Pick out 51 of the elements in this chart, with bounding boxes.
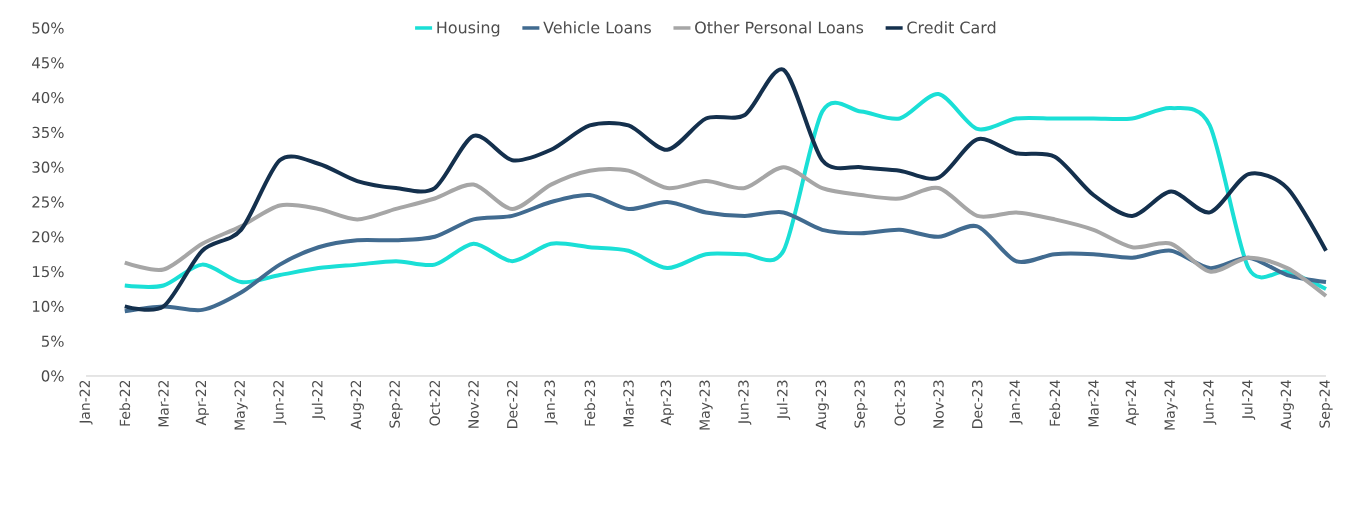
x-tick-label: Sep-24 [1319, 380, 1333, 428]
x-tick-label: Aug-23 [815, 380, 829, 430]
x-tick-label: Feb-22 [119, 380, 131, 426]
x-tick-label: Jul-22 [311, 380, 326, 420]
x-tick-label: Oct-22 [429, 380, 441, 426]
x-tick-label: Sep-22 [389, 380, 403, 428]
y-tick-label: 25% [32, 196, 64, 208]
x-tick-label: May-24 [1164, 380, 1178, 430]
y-tick-label: 30% [32, 161, 64, 173]
x-tick-label: Apr-23 [660, 380, 674, 426]
legend-label: Other Personal Loans [695, 21, 864, 34]
legend-label: Credit Card [907, 21, 996, 34]
y-tick-label: 10% [32, 300, 64, 313]
x-tick-label: Jul-24 [1241, 380, 1256, 420]
x-tick-label: Aug-22 [350, 380, 364, 430]
x-tick-label: Jun-22 [273, 380, 287, 425]
x-tick-label: Apr-22 [195, 380, 209, 426]
y-tick-label: 35% [32, 126, 64, 139]
x-tick-label: Dec-23 [971, 380, 983, 428]
y-tick-label: 20% [32, 231, 64, 243]
x-tick-label: Apr-24 [1125, 380, 1139, 426]
x-tick-label: Oct-23 [894, 380, 906, 426]
x-tick-label: Feb-24 [1049, 380, 1061, 426]
y-tick-label: 50% [32, 22, 64, 34]
x-tick-label: May-22 [234, 380, 248, 430]
x-tick-label: Jan-22 [79, 380, 93, 425]
x-tick-label: Jun-24 [1203, 380, 1217, 425]
x-tick-label: Nov-22 [468, 380, 479, 428]
x-tick-label: Feb-23 [584, 380, 596, 426]
x-tick-label: Sep-23 [854, 380, 868, 428]
x-tick-label: Jul-23 [776, 380, 791, 420]
x-tick-label: Jun-23 [738, 380, 752, 425]
legend-label: Housing [437, 21, 500, 37]
x-tick-label: Mar-24 [1088, 380, 1099, 427]
legend-label: Vehicle Loans [543, 21, 651, 34]
line-series [122, 92, 1328, 291]
x-tick-label: Nov-23 [933, 380, 944, 428]
x-tick-label: May-23 [699, 380, 713, 430]
line-series [122, 165, 1328, 298]
y-tick-label: 5% [41, 335, 64, 347]
y-tick-label: 0% [41, 370, 64, 382]
x-tick-label: Jan-24 [1009, 380, 1023, 425]
x-tick-label: Mar-23 [623, 380, 634, 427]
y-tick-label: 40% [32, 91, 64, 104]
y-tick-label: 15% [32, 265, 64, 278]
line-series [122, 193, 1328, 314]
x-tick-label: Jan-23 [544, 380, 558, 425]
x-tick-label: Mar-22 [158, 380, 169, 427]
x-tick-label: Dec-22 [506, 380, 518, 428]
y-tick-label: 45% [32, 57, 64, 69]
x-tick-label: Aug-24 [1280, 380, 1294, 430]
